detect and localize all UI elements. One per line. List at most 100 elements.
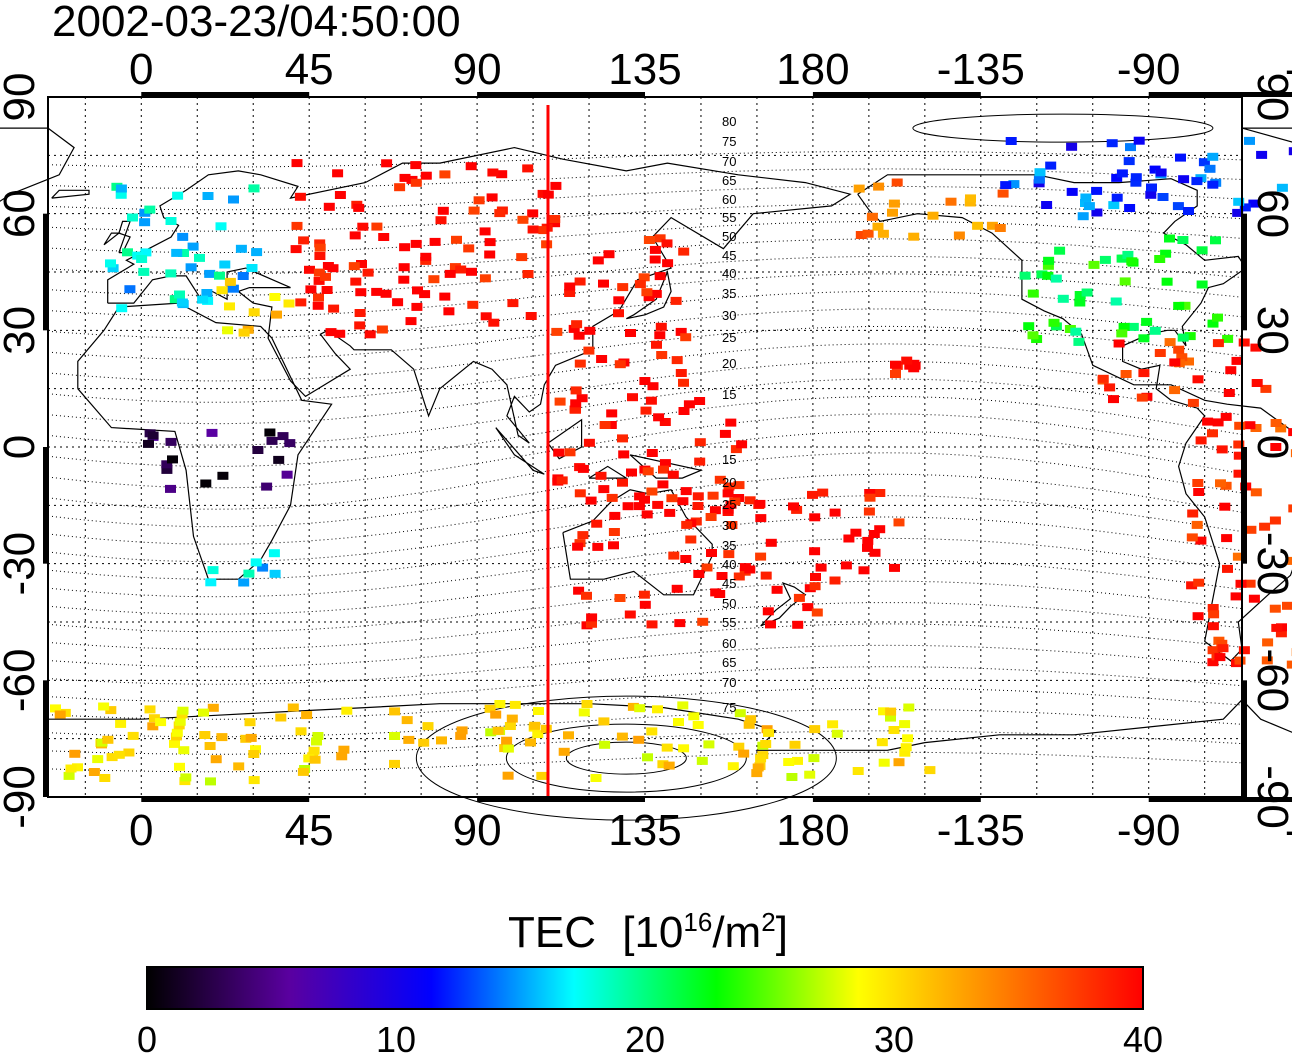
tec-pixel xyxy=(549,215,561,223)
tec-pixel xyxy=(538,226,550,235)
bottom-lon-tick: 0 xyxy=(129,806,153,855)
tec-pixel xyxy=(251,248,263,257)
tec-pixel xyxy=(356,260,367,268)
tec-pixel xyxy=(1088,260,1100,269)
tec-pixel xyxy=(50,704,61,713)
tec-pixel xyxy=(675,327,687,336)
colorbar-tick-label: 20 xyxy=(625,1019,665,1057)
timestamp-title: 2002-03-23/04:50:00 xyxy=(52,0,461,46)
tec-pixel xyxy=(480,312,492,321)
tec-pixel xyxy=(1091,208,1103,217)
tec-pixel xyxy=(1073,337,1085,346)
tec-pixel xyxy=(902,734,914,743)
tec-pixel xyxy=(399,243,411,252)
tec-pixel xyxy=(492,726,504,735)
tec-pixel xyxy=(678,407,690,415)
tec-pixel xyxy=(122,248,133,257)
tec-pixel xyxy=(1256,150,1268,159)
tec-pixel xyxy=(1155,168,1167,177)
tec-pixel xyxy=(509,700,521,709)
right-lat-tick: 60 xyxy=(1248,189,1292,238)
tec-pixel xyxy=(692,502,704,510)
tec-pixel xyxy=(327,264,339,273)
tec-pixel xyxy=(656,351,668,359)
tec-pixel xyxy=(428,275,440,284)
tec-pixel xyxy=(455,731,467,740)
tec-pixel xyxy=(1238,338,1250,347)
tec-pixel xyxy=(54,710,66,719)
tec-pixel xyxy=(807,490,818,499)
tec-pixel xyxy=(563,731,574,740)
tec-pixel xyxy=(633,502,645,511)
tec-pixel xyxy=(502,771,514,780)
tec-pixel xyxy=(527,225,539,234)
tec-pixel xyxy=(127,731,139,740)
tec-pixel xyxy=(246,264,258,272)
tec-pixel xyxy=(586,619,597,628)
tec-pixel xyxy=(484,250,496,259)
contour-value-label: 65 xyxy=(722,655,736,670)
tec-pixel xyxy=(217,471,229,480)
tec-pixel xyxy=(165,217,177,225)
tec-pixel xyxy=(312,301,324,310)
tec-pixel xyxy=(723,482,735,491)
tec-pixel xyxy=(1222,564,1233,573)
contour-value-label: 25 xyxy=(722,330,736,345)
tec-pixel xyxy=(1126,257,1138,266)
contour-value-label: 40 xyxy=(722,557,736,572)
tec-pixel xyxy=(1282,601,1292,610)
tec-pixel xyxy=(1271,623,1283,632)
left-lat-tick: 90 xyxy=(0,73,44,122)
tec-pixel xyxy=(1191,177,1203,186)
frame-bar-left xyxy=(43,680,48,797)
tec-pixel xyxy=(115,190,127,199)
tec-pixel xyxy=(127,213,138,222)
tec-pixel xyxy=(1259,522,1271,531)
tec-pixel xyxy=(1138,369,1150,378)
top-lon-tick: 45 xyxy=(285,45,334,94)
tec-pixel xyxy=(723,550,735,559)
tec-pixel xyxy=(608,541,619,550)
tec-pixel xyxy=(1042,261,1054,270)
tec-pixel xyxy=(332,169,344,178)
tec-pixel xyxy=(654,272,666,281)
tec-pixel xyxy=(1108,201,1120,210)
tec-pixel xyxy=(1176,353,1188,362)
tec-pixel xyxy=(706,549,717,557)
tec-pixel xyxy=(578,708,590,717)
tec-pixel xyxy=(598,717,610,726)
tec-pixel xyxy=(257,563,269,572)
tec-pixel xyxy=(1066,187,1078,196)
tec-pixel xyxy=(1287,556,1292,565)
coastline-path xyxy=(857,174,1292,662)
tec-pixel xyxy=(1269,604,1281,613)
bottom-lon-tick: 45 xyxy=(285,806,334,855)
tec-pixel xyxy=(494,700,506,708)
tec-pixel xyxy=(237,272,249,280)
tec-pixel xyxy=(107,264,119,273)
tec-pixel xyxy=(507,299,519,308)
tec-pixel xyxy=(994,224,1006,232)
tec-pixel xyxy=(268,549,280,558)
tec-pixel xyxy=(1186,581,1198,590)
tec-pixel xyxy=(755,552,767,561)
tec-pixel xyxy=(585,496,597,505)
tec-pixel xyxy=(624,610,636,619)
tec-pixel xyxy=(786,773,798,781)
mag-contour xyxy=(47,623,1243,668)
tec-pixel xyxy=(662,259,674,268)
tec-pixel xyxy=(1045,161,1057,170)
tec-pixel xyxy=(576,394,588,403)
tec-pixel xyxy=(199,731,211,739)
tec-pixel xyxy=(888,726,900,734)
axis-frame-bars xyxy=(43,92,1292,802)
mag-contour xyxy=(47,413,1243,489)
tec-pixel xyxy=(96,738,108,747)
tec-pixel xyxy=(455,265,467,274)
tec-pixel xyxy=(809,547,821,556)
tec-pixel xyxy=(197,295,209,304)
tec-pixel xyxy=(219,260,231,269)
tec-pixel xyxy=(899,748,911,757)
tec-pixel xyxy=(804,770,816,779)
tec-pixel xyxy=(204,269,216,278)
